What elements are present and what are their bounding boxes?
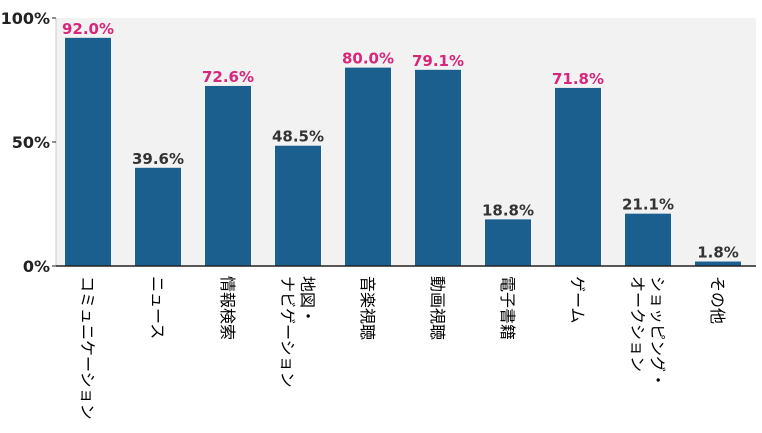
data-label: 1.8%	[697, 244, 739, 262]
category-label: オークション	[628, 276, 647, 372]
bar	[625, 213, 671, 266]
category-label: ショッピング・	[648, 276, 667, 388]
data-label: 72.6%	[202, 68, 254, 86]
category-label: 電子書籍	[498, 276, 517, 340]
category-label: コミュニケーション	[78, 276, 97, 420]
y-tick-label: 50%	[12, 133, 50, 152]
category-label: その他	[708, 276, 727, 324]
category-label: 情報検索	[218, 276, 237, 340]
category-label: ニュース	[148, 276, 167, 339]
data-label: 71.8%	[552, 70, 604, 88]
bar	[555, 87, 601, 266]
data-label: 48.5%	[272, 128, 324, 146]
bar	[135, 167, 181, 266]
category-label: ナビゲーション	[278, 276, 297, 388]
category-label: 地図・	[298, 276, 317, 324]
bar	[275, 145, 321, 266]
bar	[345, 67, 391, 266]
bar	[65, 37, 111, 267]
y-tick-label: 0%	[23, 257, 50, 276]
data-label: 21.1%	[622, 196, 674, 214]
category-label: 音楽視聴	[358, 276, 377, 340]
bar	[485, 219, 531, 266]
data-label: 18.8%	[482, 201, 534, 219]
data-label: 39.6%	[132, 150, 184, 168]
bar	[415, 69, 461, 266]
category-label: ゲーム	[568, 276, 587, 324]
data-label: 79.1%	[412, 52, 464, 70]
data-label: 80.0%	[342, 50, 394, 68]
data-label: 92.0%	[62, 20, 114, 38]
bar	[205, 85, 251, 267]
category-label: 動画視聴	[428, 276, 447, 340]
bar	[695, 261, 741, 266]
y-tick-label: 100%	[1, 9, 50, 28]
